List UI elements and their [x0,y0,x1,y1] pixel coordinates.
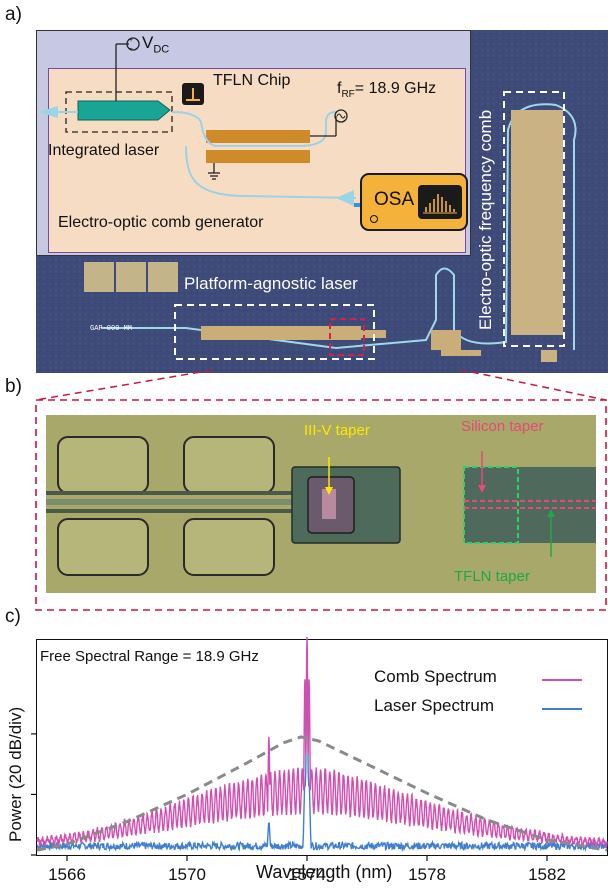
panel-c-letter: c) [5,606,21,627]
x-tick-label: 1570 [168,865,206,884]
svg-text:+: + [129,37,133,44]
fsr-annotation: Free Spectral Range = 18.9 GHz [40,648,259,665]
tfln-taper-label: TFLN taper [454,568,530,585]
chip-id-label: GAP-000 MM [90,325,133,333]
x-tick-label: 1582 [528,865,566,884]
x-tick-label: 1578 [408,865,446,884]
legend-comb-label: Comb Spectrum [374,667,497,686]
eo-comb-generator-label: Electro-optic comb generator [58,214,264,231]
silicon-taper-label: Silicon taper [461,418,544,435]
svg-text:–: – [129,45,133,52]
panel-b-letter: b) [5,376,22,397]
legend-laser-label: Laser Spectrum [374,696,494,715]
f-rf-label: fRF= 18.9 GHz [337,80,436,100]
x-tick-label: 1566 [48,865,86,884]
f-rf-symbol: f [337,80,342,97]
legend-laser-swatch [542,708,582,710]
y-axis-label: Power (20 dB/div) [6,706,25,842]
taper-micrograph [46,415,596,593]
osa-label: OSA [374,189,415,210]
v-dc-label: VDC [142,33,169,55]
laser-spectrum-line [36,673,608,853]
spectrum-plot: 1566 1570 1574 1578 1582 [31,636,608,884]
tfln-chip-label: TFLN Chip [213,72,291,89]
eo-frequency-comb-label: Electro-optic frequency comb [476,109,495,330]
taper-micrograph-drawing [46,415,596,593]
osa-instrument: OSA [360,173,468,231]
comb-envelope-dashed-line [36,735,608,852]
schematic-drawing: + – [38,37,362,207]
legend: Comb Spectrum Laser Spectrum [358,656,600,726]
f-rf-subscript: RF [341,89,355,101]
osa-spectrum-icon [418,185,462,219]
f-rf-value: = 18.9 GHz [354,80,437,97]
x-axis-label: Wavelength (nm) [256,862,393,882]
platform-agnostic-laser-label: Platform-agnostic laser [184,274,358,293]
x-tick-label: 1574 [288,865,326,884]
zoom-crop-lines [35,370,607,611]
v-dc-symbol: V [142,33,154,52]
iii-v-taper-label: III-V taper [304,422,370,439]
v-dc-subscript: DC [153,43,170,56]
osa-knob-icon [370,215,378,223]
panel-a-letter: a) [5,4,22,25]
integrated-laser-label: Integrated laser [48,142,160,159]
legend-comb-swatch [542,679,582,681]
